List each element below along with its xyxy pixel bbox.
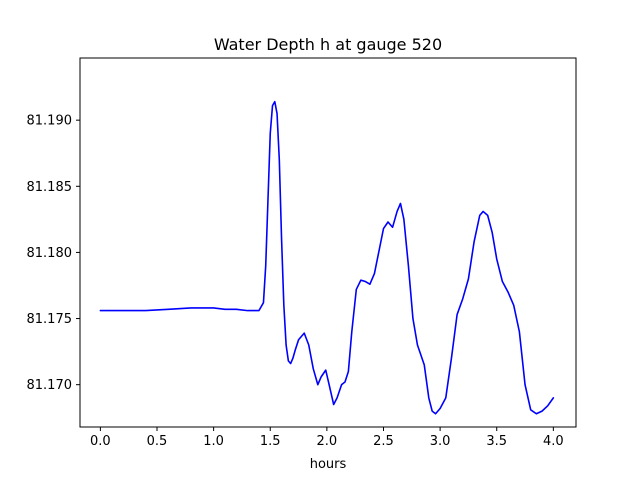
- x-tick-label: 1.5: [260, 434, 281, 449]
- x-tick-label: 1.0: [203, 434, 224, 449]
- y-tick-label: 81.175: [27, 312, 73, 327]
- axes-frame: [79, 57, 577, 428]
- y-tick-label: 81.180: [27, 246, 73, 261]
- x-tick-label: 2.5: [373, 434, 394, 449]
- y-tick-label: 81.185: [27, 180, 73, 195]
- x-tick-label: 3.5: [486, 434, 507, 449]
- chart-title: Water Depth h at gauge 520: [214, 35, 442, 54]
- x-axis-title: hours: [310, 457, 347, 472]
- y-tick-label: 81.170: [27, 378, 73, 393]
- y-tick-label: 81.190: [27, 114, 73, 129]
- x-tick-label: 4.0: [543, 434, 564, 449]
- x-tick-label: 3.0: [430, 434, 451, 449]
- x-tick-label: 0.5: [147, 434, 168, 449]
- series-line-0: [99, 100, 555, 415]
- x-tick-label: 0.0: [90, 434, 111, 449]
- plot-area: 0.0 0.5 1.0 1.5 2.0 2.5 3.0 3.5 4.0 81.170 81.175 8…: [27, 57, 577, 449]
- x-tick-label: 2.0: [317, 434, 338, 449]
